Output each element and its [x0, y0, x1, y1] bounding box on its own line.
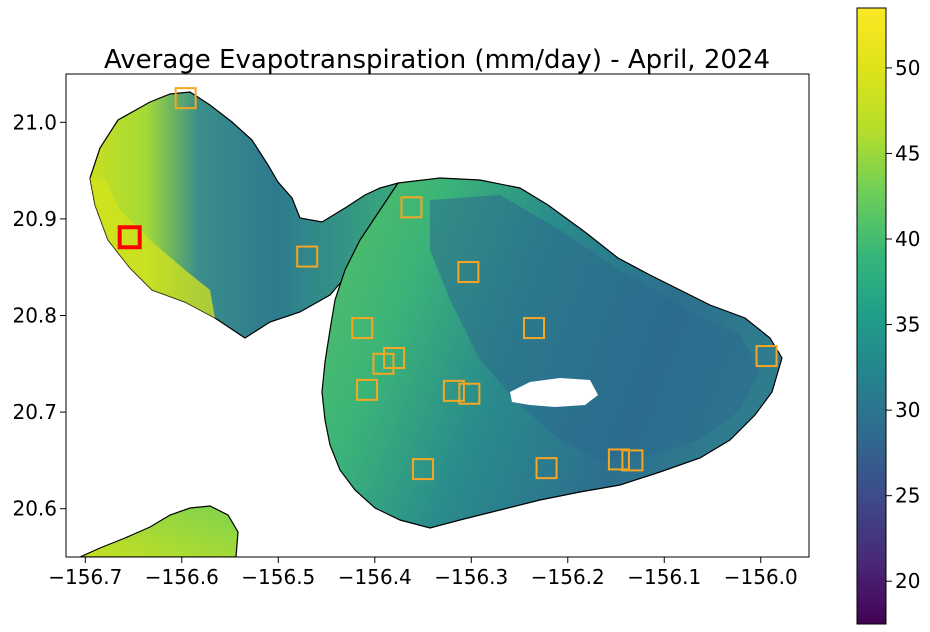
- station-marker: [174, 87, 197, 110]
- no-data-patch: [510, 378, 598, 407]
- chart-title: Average Evapotranspiration (mm/day) - Ap…: [104, 45, 770, 75]
- x-tick-label: −156.0: [724, 565, 798, 589]
- x-tick-label: −156.2: [531, 565, 605, 589]
- y-tick-label: 20.9: [12, 207, 57, 231]
- station-markers: [174, 87, 778, 481]
- west-coast-dry: [90, 178, 215, 318]
- station-marker: [458, 382, 481, 405]
- colorbar-tick-label: 50: [895, 56, 920, 80]
- x-tick-label: −156.1: [627, 565, 701, 589]
- map-raster: [79, 91, 783, 557]
- station-marker: [457, 261, 480, 284]
- colorbar-tick-label: 35: [895, 313, 920, 337]
- station-marker: [412, 458, 435, 481]
- highlighted-station-marker: [117, 225, 142, 250]
- colorbar-tick-label: 20: [895, 569, 920, 593]
- station-marker: [535, 457, 558, 480]
- x-tick-label: −156.6: [145, 565, 219, 589]
- y-tick-label: 21.0: [12, 110, 57, 134]
- station-marker: [351, 317, 374, 340]
- colorbar-tick-label: 40: [895, 227, 920, 251]
- station-marker: [755, 345, 778, 368]
- x-axis: −156.7 −156.6 −156.5 −156.4 −156.3 −156.2 −156…: [48, 557, 798, 589]
- station-marker: [607, 448, 630, 471]
- colorbar-tick-label: 30: [895, 398, 920, 422]
- x-tick-label: −156.5: [241, 565, 315, 589]
- colorbar-tick-label: 25: [895, 484, 920, 508]
- station-marker: [356, 378, 379, 401]
- y-tick-label: 20.7: [12, 400, 57, 424]
- station-marker: [442, 379, 465, 402]
- y-axis: 20.6 20.7 20.8 20.9 21.0: [12, 110, 66, 521]
- colorbar-tick-label: 45: [895, 141, 920, 165]
- station-marker: [621, 449, 644, 472]
- station-marker: [522, 317, 545, 340]
- colorbar: [856, 7, 887, 625]
- station-marker: [400, 196, 423, 219]
- y-tick-label: 20.6: [12, 497, 57, 521]
- lanai-island: [79, 505, 239, 557]
- colorbar-ticks: 20 25 30 35 40 45 50: [886, 56, 920, 593]
- x-tick-label: −156.4: [338, 565, 412, 589]
- y-tick-label: 20.8: [12, 304, 57, 328]
- x-tick-label: −156.3: [434, 565, 508, 589]
- station-marker: [296, 245, 319, 268]
- x-tick-label: −156.7: [48, 565, 122, 589]
- station-marker: [372, 352, 395, 375]
- highlighted-station-group: [117, 225, 142, 250]
